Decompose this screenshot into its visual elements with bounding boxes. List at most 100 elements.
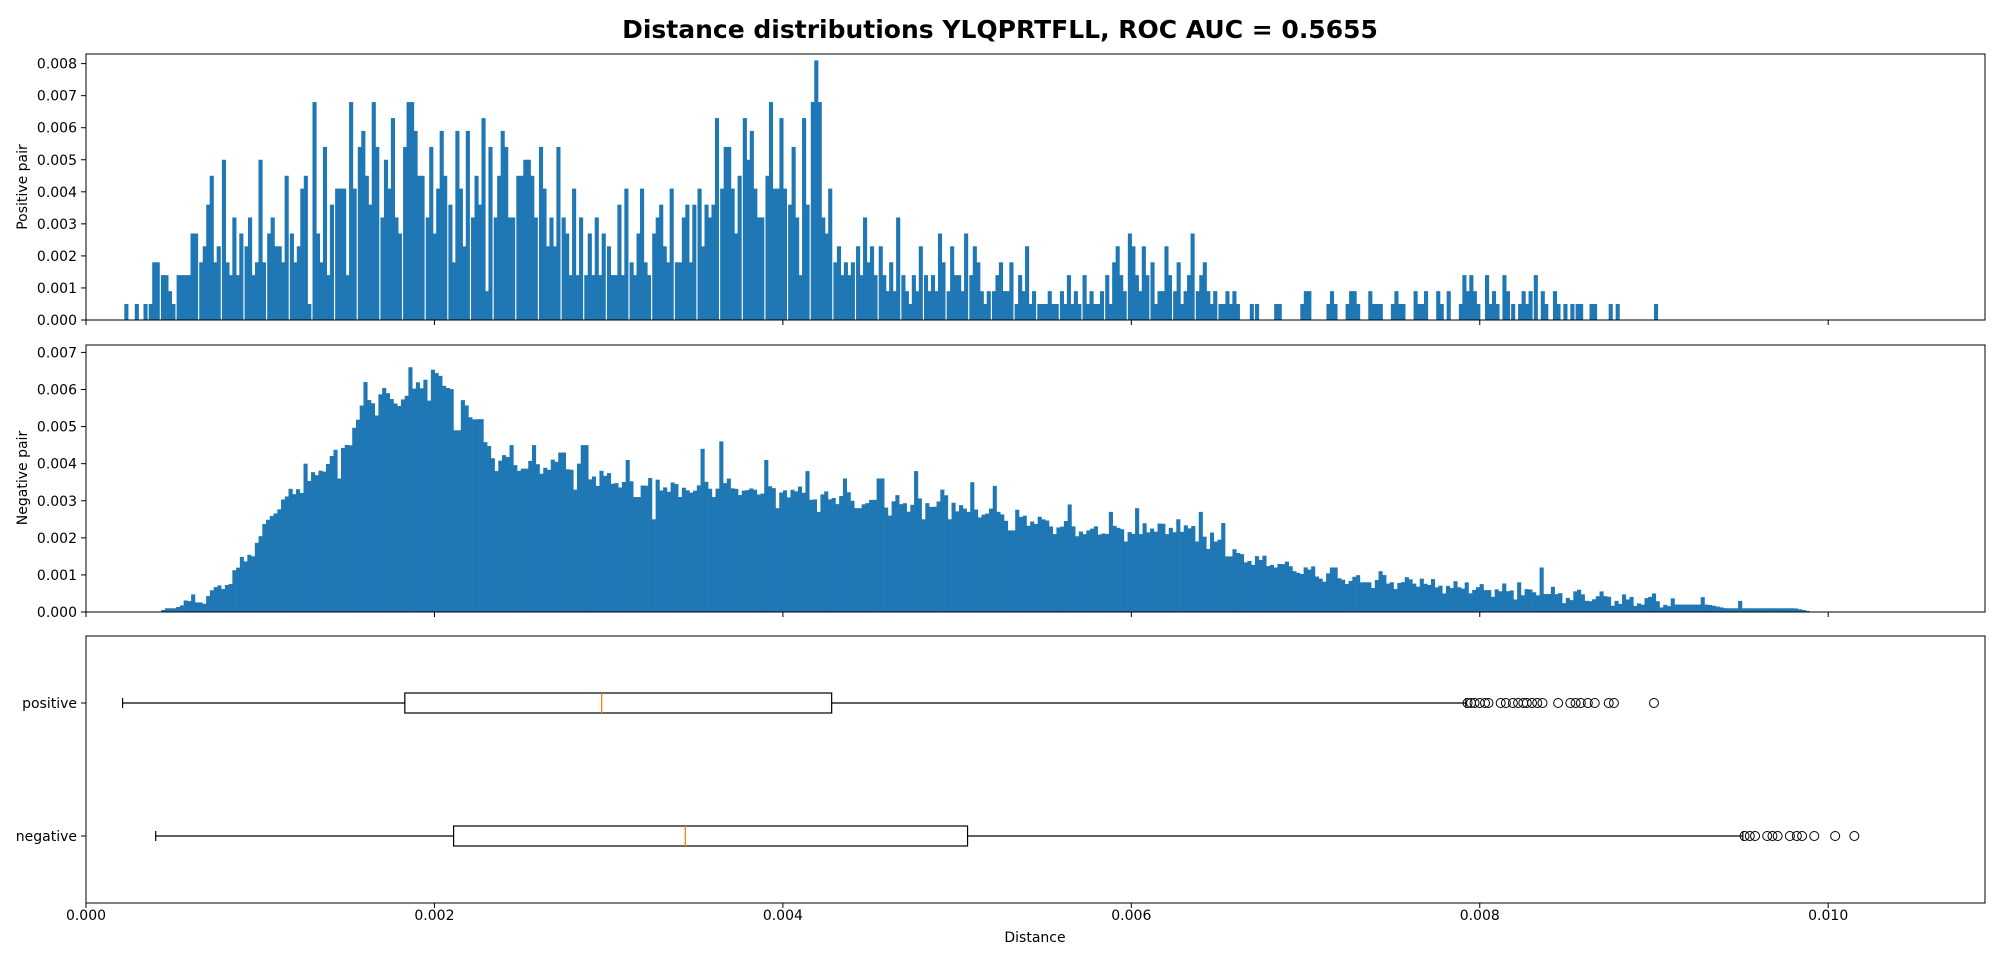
negative-histogram-bar bbox=[1086, 530, 1091, 612]
negative-histogram-bar bbox=[1228, 556, 1233, 613]
positive-histogram-bar bbox=[375, 146, 380, 320]
negative-histogram-bar bbox=[1490, 596, 1496, 612]
boxplot-x-ticks: 0.000 0.002 0.004 0.006 0.008 0.010 bbox=[66, 903, 1848, 924]
negative-outlier-point bbox=[1762, 831, 1773, 841]
negative-histogram-bar bbox=[839, 496, 844, 612]
negative-histogram-bar bbox=[1468, 593, 1473, 612]
positive-histogram-bar bbox=[239, 233, 244, 320]
positive-y-tick-label: 0.003 bbox=[37, 217, 77, 233]
positive-histogram-bar bbox=[1187, 275, 1192, 320]
negative-histogram-bar bbox=[1693, 604, 1698, 612]
positive-histogram-bar bbox=[1145, 275, 1150, 320]
negative-histogram-bar bbox=[1000, 514, 1005, 612]
positive-histogram-bar bbox=[1352, 291, 1357, 320]
negative-histogram-bar bbox=[427, 400, 432, 613]
negative-histogram-bar bbox=[1502, 583, 1507, 612]
positive-histogram-bar bbox=[1206, 291, 1211, 320]
positive-histogram-bar bbox=[1032, 291, 1037, 320]
positive-histogram-bar bbox=[798, 275, 803, 320]
positive-histogram-bar bbox=[697, 188, 702, 320]
positive-histogram-bar bbox=[779, 118, 784, 320]
negative-histogram-bar bbox=[584, 445, 589, 613]
negative-histogram-bar bbox=[872, 499, 877, 612]
negative-histogram-bar bbox=[1172, 532, 1177, 612]
negative-histogram-bar bbox=[895, 495, 900, 612]
positive-histogram-bar bbox=[882, 275, 887, 320]
negative-histogram-bar bbox=[311, 472, 316, 612]
negative-histogram-bar bbox=[524, 468, 529, 612]
negative-histogram-bar bbox=[1494, 589, 1499, 612]
negative-histogram-bar bbox=[1528, 589, 1533, 612]
positive-histogram-bar bbox=[1249, 303, 1254, 320]
negative-histogram-bar bbox=[449, 389, 454, 612]
positive-histogram-bar bbox=[714, 118, 720, 320]
positive-histogram-bar bbox=[734, 233, 739, 320]
negative-histogram-bar bbox=[1573, 591, 1578, 612]
negative-histogram-bar bbox=[644, 485, 649, 612]
negative-histogram-bar bbox=[1419, 578, 1424, 613]
positive-histogram-bar bbox=[937, 233, 943, 320]
positive-histogram-bar bbox=[1371, 303, 1376, 320]
negative-histogram-bar bbox=[678, 497, 683, 612]
negative-histogram-bar bbox=[221, 589, 226, 612]
positive-histogram-bar bbox=[254, 262, 260, 320]
negative-histogram-bar bbox=[284, 496, 289, 612]
negative-histogram-bar bbox=[1764, 608, 1769, 612]
negative-histogram-bar bbox=[745, 490, 750, 612]
negative-histogram-bar bbox=[685, 490, 690, 612]
negative-histogram-bar bbox=[831, 498, 836, 612]
negative-histogram-bar bbox=[232, 570, 237, 612]
negative-histogram-bar bbox=[640, 485, 645, 612]
positive-histogram-bar bbox=[216, 246, 221, 320]
negative-histogram-bar bbox=[1071, 526, 1076, 612]
negative-histogram-bar bbox=[835, 504, 840, 612]
negative-histogram-bar bbox=[738, 495, 743, 612]
positive-y-tick-label: 0.006 bbox=[37, 121, 77, 137]
negative-histogram-bar bbox=[419, 388, 424, 612]
negative-histogram-bar bbox=[385, 393, 391, 612]
positive-histogram-bar bbox=[979, 291, 984, 320]
negative-histogram-bar bbox=[1685, 604, 1690, 612]
negative-histogram-bar bbox=[453, 430, 458, 612]
positive-outlier-point bbox=[1648, 698, 1659, 708]
negative-histogram-bar bbox=[704, 481, 709, 612]
positive-histogram-bar bbox=[805, 204, 810, 320]
positive-histogram-bar bbox=[171, 303, 176, 320]
negative-histogram-bar bbox=[1374, 579, 1379, 612]
negative-histogram-bar bbox=[1135, 508, 1140, 612]
negative-histogram-bar bbox=[573, 489, 578, 613]
positive-histogram-bar bbox=[1563, 303, 1568, 320]
negative-histogram-bar bbox=[1565, 597, 1570, 612]
positive-histogram-bar bbox=[953, 275, 958, 320]
positive-histogram-bar bbox=[1491, 291, 1497, 320]
negative-histogram-bar bbox=[1651, 593, 1657, 612]
negative-y-axis-label: Negative pair bbox=[15, 431, 31, 526]
positive-histogram-bar bbox=[901, 275, 906, 320]
positive-histogram-bar bbox=[633, 275, 638, 320]
positive-histogram-bar bbox=[772, 188, 777, 320]
negative-histogram-bar bbox=[314, 475, 319, 612]
negative-histogram-bar bbox=[940, 489, 945, 613]
positive-outlier-point bbox=[1537, 698, 1548, 708]
positive-histogram-bar bbox=[443, 175, 448, 320]
negative-histogram-bar bbox=[1756, 608, 1761, 612]
negative-histogram-bar bbox=[243, 561, 248, 612]
negative-histogram-bar bbox=[224, 585, 229, 612]
positive-histogram-bar bbox=[368, 204, 373, 320]
positive-histogram-bar bbox=[303, 175, 308, 320]
negative-histogram-bar bbox=[734, 488, 739, 612]
negative-histogram-bar bbox=[1547, 593, 1552, 612]
negative-histogram-bar bbox=[292, 494, 297, 612]
positive-histogram-bar bbox=[1653, 303, 1659, 320]
negative-histogram-bar bbox=[438, 375, 443, 612]
positive-histogram-bar bbox=[561, 217, 566, 320]
positive-histogram-bar bbox=[568, 275, 573, 320]
positive-histogram-bar bbox=[1525, 303, 1530, 320]
negative-histogram-bar bbox=[1329, 567, 1334, 612]
negative-histogram-bar bbox=[1681, 604, 1687, 612]
positive-histogram-bar bbox=[183, 275, 188, 320]
negative-histogram-bar bbox=[648, 478, 653, 612]
positive-histogram-bar bbox=[1436, 291, 1441, 320]
positive-histogram-bar bbox=[190, 233, 195, 320]
negative-histogram-bar bbox=[528, 460, 533, 612]
